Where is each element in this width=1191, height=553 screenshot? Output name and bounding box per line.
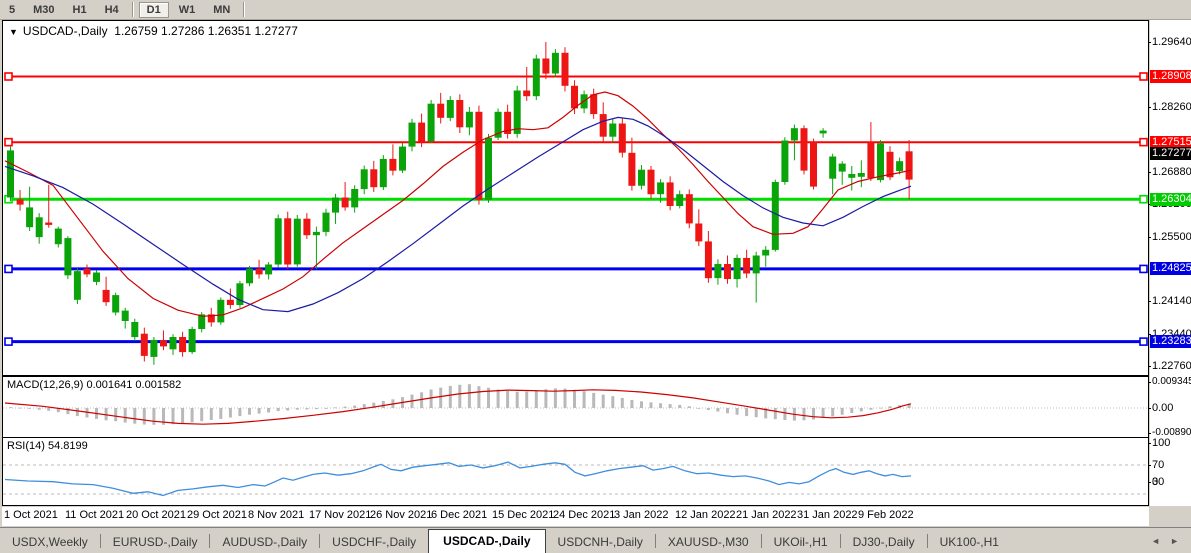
chart-title: ▼ USDCAD-,Daily 1.26759 1.27286 1.26351 1…	[9, 24, 298, 38]
macd-signal-line	[4, 389, 912, 425]
price-tick-label: 1.24140	[1148, 295, 1191, 308]
time-axis-label: 21 Jan 2022	[736, 509, 797, 521]
tab-scroll-right-icon[interactable]: ►	[1170, 536, 1179, 546]
level-lines-layer[interactable]	[4, 72, 1148, 346]
level-line-handle[interactable]	[4, 72, 13, 81]
time-axis-label: 12 Jan 2022	[675, 509, 736, 521]
time-axis-label: 15 Dec 2021	[492, 509, 555, 521]
time-axis-label: 17 Nov 2021	[309, 509, 372, 521]
chart-symbol-label: USDCAD-,Daily	[22, 24, 108, 38]
time-axis-label: 9 Feb 2022	[858, 509, 914, 521]
rsi-line	[4, 461, 912, 497]
chart-tab-ukoil-h1[interactable]: UKOil-,H1	[773, 535, 828, 549]
level-line-handle[interactable]	[4, 137, 13, 147]
toolbar-separator	[131, 2, 134, 17]
chart-tab-xauusd-m30[interactable]: XAUUSD-,M30	[667, 535, 749, 549]
price-tick-label: 1.25500	[1148, 231, 1191, 244]
tab-separator	[760, 534, 762, 548]
main-price-chart[interactable]	[3, 21, 1148, 375]
level-line-handle[interactable]	[1139, 264, 1148, 274]
current-price-badge: 1.27277	[1150, 146, 1191, 160]
tab-scroll-left-icon[interactable]: ◄	[1151, 536, 1161, 546]
level-price-badge: 1.28908	[1150, 69, 1191, 83]
ohlc-open: 1.26759	[114, 24, 158, 38]
chart-tab-dj30-daily[interactable]: DJ30-,Daily	[852, 535, 915, 549]
timeframe-toolbar: 5 M30 H1 H4 D1 W1 MN	[0, 0, 1191, 20]
ma-slow-line	[4, 116, 912, 313]
timeframe-button-h4[interactable]: H4	[104, 3, 119, 16]
timeframe-button-w1[interactable]: W1	[178, 3, 196, 16]
chart-tab-usdcnh-daily[interactable]: USDCNH-,Daily	[557, 535, 643, 549]
time-axis[interactable]: 1 Oct 2021 11 Oct 2021 20 Oct 2021 29 Oct 2…	[2, 507, 1149, 526]
time-axis-label: 29 Oct 2021	[187, 509, 247, 521]
tab-separator	[839, 534, 841, 548]
level-line-handle[interactable]	[1139, 337, 1148, 346]
macd-indicator-label: MACD(12,26,9) 0.001641 0.001582	[7, 379, 182, 391]
price-axis[interactable]: 1.296401.282601.268801.262001.255001.241…	[1147, 20, 1191, 506]
chart-tab-bar: USDX,Weekly EURUSD-,Daily AUDUSD-,Daily USD…	[0, 527, 1191, 553]
chart-tab-usdcad-daily[interactable]: USDCAD-,Daily	[428, 529, 546, 553]
chart-area[interactable]: ▼ USDCAD-,Daily 1.26759 1.27286 1.26351 1…	[2, 20, 1149, 506]
level-line-handle[interactable]	[4, 264, 13, 274]
candles-layer	[7, 42, 913, 365]
price-tick-label: 1.28260	[1148, 101, 1191, 114]
level-line-handle[interactable]	[4, 337, 13, 346]
chart-tab-audusd-daily[interactable]: AUDUSD-,Daily	[222, 535, 308, 549]
ohlc-low: 1.26351	[207, 24, 252, 38]
chart-tab-usdchf-daily[interactable]: USDCHF-,Daily	[332, 535, 417, 549]
level-line-handle[interactable]	[1139, 72, 1148, 81]
macd-axis-label: 0.00	[1147, 402, 1174, 414]
tab-separator	[99, 534, 101, 548]
tab-separator	[654, 534, 656, 548]
ohlc-close: 1.27277	[254, 24, 298, 38]
tab-scroll-controls: ◄ ►	[1151, 536, 1191, 553]
toolbar-separator	[243, 2, 246, 17]
time-axis-label: 24 Dec 2021	[553, 509, 616, 521]
time-axis-label: 20 Oct 2021	[126, 509, 186, 521]
time-axis-label: 1 Oct 2021	[4, 509, 58, 521]
tab-separator	[319, 534, 321, 548]
time-axis-label: 26 Nov 2021	[370, 509, 433, 521]
chart-tab-usdx-weekly[interactable]: USDX,Weekly	[12, 535, 88, 549]
timeframe-button-d1[interactable]: D1	[138, 1, 169, 18]
timeframe-button-h1[interactable]: H1	[72, 3, 87, 16]
price-tick-label: 1.29640	[1148, 36, 1191, 48]
timeframe-button-mn[interactable]: MN	[213, 3, 231, 16]
level-line-handle[interactable]	[1139, 137, 1148, 147]
level-line-handle[interactable]	[1139, 194, 1148, 204]
time-axis-label: 8 Nov 2021	[248, 509, 305, 521]
rsi-panel[interactable]: RSI(14) 54.8199	[3, 437, 1148, 497]
level-price-badge: 1.23283	[1150, 335, 1191, 349]
level-price-badge: 1.27515	[1150, 135, 1191, 149]
rsi-axis-label: 100	[1147, 437, 1171, 450]
chart-tab-uk100-h1[interactable]: UK100-,H1	[939, 535, 999, 549]
tab-separator	[209, 534, 211, 548]
timeframe-button-m30[interactable]: M30	[33, 3, 55, 16]
macd-axis-label: -0.008905	[1147, 427, 1191, 438]
macd-axis-label: 0.009345	[1148, 376, 1191, 387]
macd-panel[interactable]: MACD(12,26,9) 0.001641 0.001582	[3, 375, 1148, 425]
rsi-axis-label: 0	[1147, 476, 1159, 488]
timeframe-button-5[interactable]: 5	[9, 3, 16, 16]
ohlc-high: 1.27286	[161, 24, 205, 38]
ma-fast-line	[4, 91, 912, 317]
rsi-indicator-label: RSI(14) 54.8199	[7, 440, 88, 452]
time-axis-label: 6 Dec 2021	[431, 509, 488, 521]
rsi-axis-label: 70	[1147, 459, 1165, 471]
time-axis-label: 3 Jan 2022	[614, 509, 669, 521]
tab-separator	[926, 534, 928, 548]
chart-dropdown-icon[interactable]: ▼	[9, 27, 18, 37]
price-tick-label: 1.26880	[1148, 166, 1191, 179]
price-tick-label: 1.22760	[1148, 360, 1191, 373]
level-price-badge: 1.26304	[1150, 192, 1191, 206]
chart-tab-eurusd-daily[interactable]: EURUSD-,Daily	[112, 535, 198, 549]
level-price-badge: 1.24825	[1150, 262, 1191, 276]
time-axis-label: 31 Jan 2022	[797, 509, 858, 521]
time-axis-label: 11 Oct 2021	[65, 509, 125, 521]
